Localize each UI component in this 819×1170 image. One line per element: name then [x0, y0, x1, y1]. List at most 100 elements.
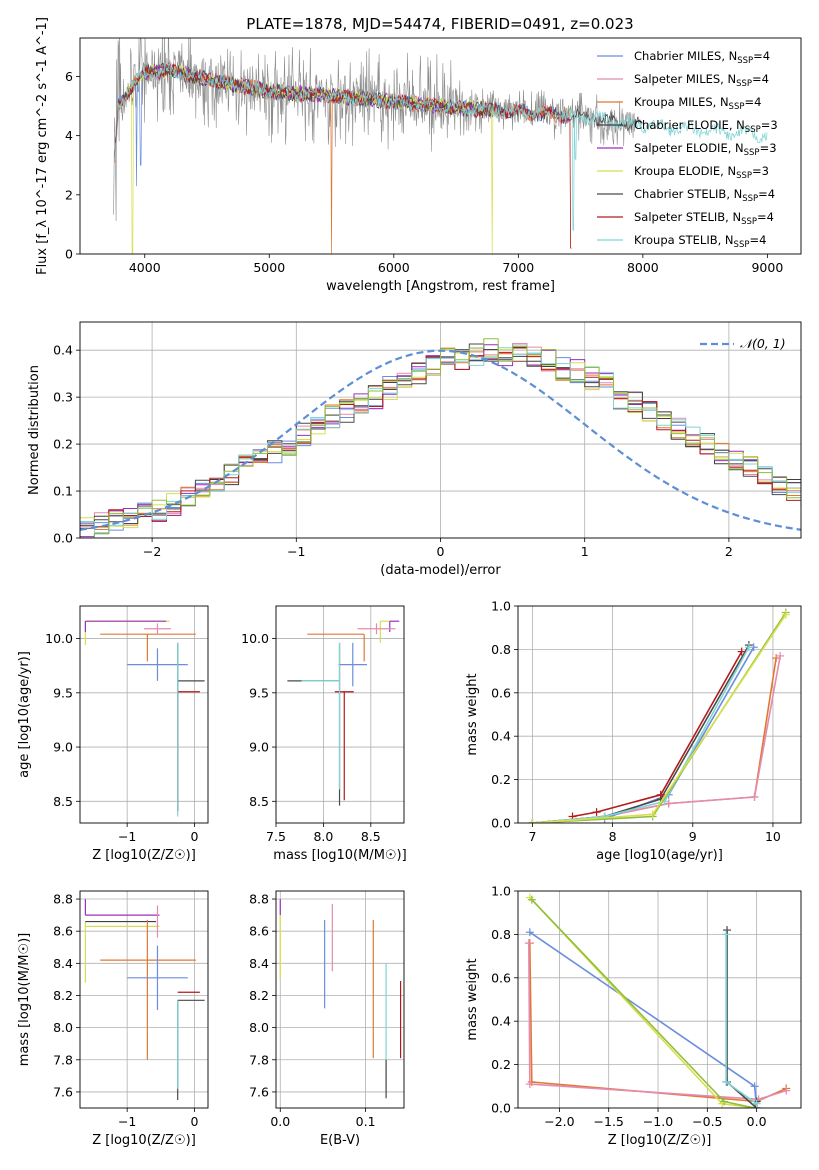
legend-sub: SSP [742, 194, 758, 204]
axes-frame [275, 890, 405, 1109]
weight-line [726, 930, 758, 1108]
axes-frame [517, 605, 802, 824]
legend-suffix: =3 [761, 118, 778, 132]
legend-label: Salpeter STELIB, N [634, 210, 741, 224]
x-tick-label: 8.0 [313, 829, 333, 844]
legend-label: Salpeter ELODIE, N [634, 141, 744, 155]
spectrum-model-line [114, 62, 768, 231]
x-tick-label: 0 [191, 829, 199, 844]
x-tick-label: −2.0 [544, 1114, 574, 1129]
legend-entry: Chabrier MILES, NSSP=4 [634, 49, 770, 66]
axes-weight-vs-age: 7 8 9 10 0.0 0.2 0.4 0.6 0.8 1.0 age [log10(age/yr… [465, 599, 802, 863]
x-tick-label: 9000 [751, 260, 783, 275]
y-tick-label: 0.6 [491, 685, 511, 700]
x-axis-label: E(B-V) [320, 1133, 360, 1148]
y-tick-label: 10.0 [45, 631, 73, 646]
y-tick-label: 7.6 [249, 1084, 269, 1099]
legend-entry: Salpeter STELIB, NSSP=4 [634, 210, 774, 227]
legend-entry: Salpeter ELODIE, NSSP=3 [634, 141, 777, 158]
y-tick-label: 4 [65, 128, 73, 143]
legend-sub: SSP [729, 102, 745, 112]
plot-area-spectrum [113, 38, 768, 254]
y-tick-label: 7.8 [249, 1052, 269, 1067]
weight-line [528, 943, 787, 1101]
legend-entry: Chabrier STELIB, NSSP=4 [634, 187, 775, 204]
y-tick-label: 8.4 [249, 956, 269, 971]
y-axis-label: mass weight [465, 958, 480, 1040]
normal-curve [80, 349, 801, 531]
legend-sub: SSP [744, 148, 760, 158]
figure-title: PLATE=1878, MJD=54474, FIBERID=0491, z=0… [246, 15, 633, 33]
x-tick-label: 0.0 [747, 1114, 767, 1129]
legend-sub: SSP [734, 240, 750, 250]
legend-suffix: =3 [760, 141, 777, 155]
x-tick-label: 2 [725, 544, 733, 559]
legend-entry: Salpeter MILES, NSSP=4 [634, 72, 769, 89]
x-tick-label: 0 [437, 544, 445, 559]
axes-frame [517, 890, 802, 1109]
y-tick-label: 0.6 [491, 970, 511, 985]
y-axis-label: mass [log10(M/M☉)] [17, 933, 32, 1066]
weight-line [532, 612, 787, 823]
plot-area-weight-vs-Z [518, 891, 801, 1108]
plot-area-mass-vs-Z [80, 891, 208, 1108]
spectrum-model-line [114, 63, 643, 159]
x-axis-label: age [log10(age/yr)] [596, 848, 723, 863]
y-tick-label: 9.0 [249, 740, 269, 755]
legend-sub: SSP [741, 217, 757, 227]
spectrum-data-line [113, 38, 636, 222]
legend-sub: SSP [745, 125, 761, 135]
x-axis-label: wavelength [Angstrom, rest frame] [326, 279, 555, 294]
histogram-step-line [80, 343, 801, 531]
legend-entry: Kroupa MILES, NSSP=4 [634, 95, 761, 112]
y-tick-label: 0.4 [53, 343, 73, 358]
spectrum-model-line [144, 63, 494, 118]
x-tick-label: −0.5 [692, 1114, 722, 1129]
legend-suffix: =4 [744, 95, 761, 109]
y-tick-label: 10.0 [241, 631, 269, 646]
y-tick-label: 9.0 [53, 740, 73, 755]
x-tick-label: 1 [581, 544, 589, 559]
axes-residuals: −2 −1 0 1 2 0.0 0.1 0.2 0.3 0.4 (data-model)/error… [27, 321, 802, 578]
histogram-step-line [80, 338, 801, 538]
weight-line [532, 644, 750, 823]
y-tick-label: 9.5 [249, 685, 269, 700]
legend-suffix: =4 [752, 72, 769, 86]
y-tick-label: 8.5 [53, 794, 73, 809]
legend-label: Kroupa ELODIE, N [634, 164, 736, 178]
y-tick-label: 0.2 [491, 1057, 511, 1072]
x-tick-label: 10 [765, 829, 781, 844]
y-tick-label: 0.0 [53, 531, 73, 546]
plot-area-residuals [80, 322, 801, 538]
y-tick-label: 0.1 [53, 484, 73, 499]
x-tick-label: 0.0 [270, 1114, 290, 1129]
plot-area-age-vs-Z [80, 606, 208, 823]
x-tick-label: 4000 [129, 260, 161, 275]
y-tick-label: 7.8 [53, 1052, 73, 1067]
y-tick-label: 0.8 [491, 642, 511, 657]
y-tick-label: 0.3 [53, 390, 73, 405]
spectrum-model-line [125, 63, 495, 254]
y-tick-label: 0.0 [491, 816, 511, 831]
y-tick-label: 0.2 [53, 437, 73, 452]
histogram-step-line [80, 344, 801, 538]
legend-suffix: =4 [758, 187, 775, 201]
weight-line [572, 651, 743, 818]
legend-label: Chabrier ELODIE, N [634, 118, 745, 132]
y-tick-label: 8.8 [53, 892, 73, 907]
y-tick-label: 6 [65, 69, 73, 84]
y-tick-label: 8.8 [249, 892, 269, 907]
legend-entry: Kroupa STELIB, NSSP=4 [634, 233, 766, 250]
legend-suffix: =4 [753, 49, 770, 63]
axes-frame [275, 605, 405, 824]
x-axis-label: (data-model)/error [380, 563, 501, 578]
weight-line [532, 646, 755, 823]
axes-age-vs-mass: 7.5 8.0 8.5 8.5 9.0 9.5 10.0 mass [log10(M/M☉)] [241, 605, 407, 863]
x-tick-label: −1.5 [594, 1114, 624, 1129]
weight-line [532, 646, 750, 823]
histogram-step-line [80, 343, 801, 529]
legend-label: Kroupa STELIB, N [634, 233, 734, 247]
legend-entry: Kroupa ELODIE, NSSP=3 [634, 164, 769, 181]
legend-label: Chabrier MILES, N [634, 49, 737, 63]
